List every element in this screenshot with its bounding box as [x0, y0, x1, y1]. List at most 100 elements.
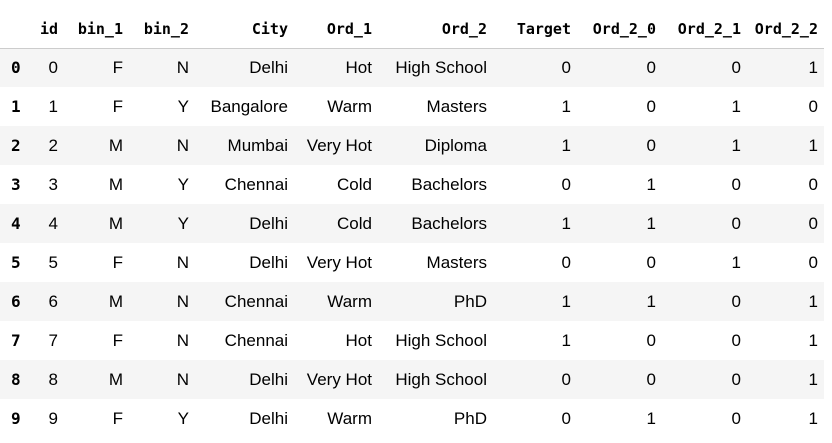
cell-bin-2: N [176, 135, 189, 155]
cell-bin-1: M [108, 213, 123, 233]
cell-ord-1: Warm [327, 291, 372, 311]
cell-bin-2: Y [177, 174, 189, 194]
cell-bin-2: N [176, 252, 189, 272]
cell-bin-2: Y [177, 408, 189, 428]
cell-city: Delhi [249, 408, 288, 428]
cell-ord-2-2: 1 [808, 330, 818, 350]
column-header-ord-2-0: Ord_2_0 [577, 0, 662, 49]
dataframe-table: id bin_1 bin_2 City Ord_1 Ord_2 Target O… [0, 0, 824, 438]
cell-target: 0 [561, 408, 571, 428]
cell-ord-1: Warm [327, 96, 372, 116]
cell-ord-2-1: 1 [731, 96, 741, 116]
cell-ord-1: Hot [345, 330, 372, 350]
table-row: 6 6 M N Chennai Warm PhD 1 1 0 1 [0, 282, 824, 321]
cell-city: Delhi [249, 57, 288, 77]
column-header-target: Target [493, 0, 577, 49]
cell-ord-2-0: 1 [646, 213, 656, 233]
cell-ord-2-0: 1 [646, 291, 656, 311]
column-header-ord-2: Ord_2 [378, 0, 493, 49]
cell-bin-1: M [108, 369, 123, 389]
table-header: id bin_1 bin_2 City Ord_1 Ord_2 Target O… [0, 0, 824, 49]
cell-ord-1: Cold [337, 174, 372, 194]
cell-ord-2: Masters [426, 96, 487, 116]
row-index: 5 [11, 253, 21, 272]
cell-ord-2-1: 0 [731, 57, 741, 77]
row-index: 0 [11, 58, 21, 78]
cell-ord-2-2: 1 [808, 57, 818, 77]
cell-ord-2-1: 0 [731, 174, 741, 194]
cell-ord-1: Hot [345, 57, 372, 77]
row-index: 1 [11, 97, 21, 116]
column-header-id: id [31, 0, 64, 49]
cell-bin-1: M [108, 291, 123, 311]
table-row: 4 4 M Y Delhi Cold Bachelors 1 1 0 0 [0, 204, 824, 243]
cell-bin-2: N [176, 291, 189, 311]
cell-ord-1: Very Hot [306, 369, 372, 389]
cell-ord-2-1: 0 [731, 213, 741, 233]
cell-ord-2-2: 0 [808, 252, 818, 272]
cell-target: 0 [561, 57, 571, 77]
row-index: 3 [11, 175, 21, 194]
cell-ord-2-1: 0 [731, 408, 741, 428]
cell-ord-2-2: 0 [808, 213, 818, 233]
cell-ord-2-2: 1 [808, 135, 818, 155]
cell-bin-1: F [112, 252, 123, 272]
cell-ord-2-0: 0 [646, 96, 656, 116]
index-column-header [0, 0, 31, 49]
table-row: 0 0 F N Delhi Hot High School 0 0 0 1 [0, 48, 824, 87]
row-index: 2 [11, 136, 21, 155]
cell-ord-2-0: 0 [646, 252, 656, 272]
cell-id: 7 [48, 330, 58, 350]
cell-city: Chennai [224, 291, 288, 311]
cell-id: 1 [48, 96, 58, 116]
cell-target: 0 [561, 174, 571, 194]
cell-id: 5 [48, 252, 58, 272]
cell-bin-1: F [112, 408, 123, 428]
cell-ord-2-2: 0 [808, 96, 818, 116]
cell-ord-1: Very Hot [306, 135, 372, 155]
cell-id: 3 [48, 174, 58, 194]
cell-ord-2-1: 0 [731, 369, 741, 389]
cell-bin-1: F [112, 57, 123, 77]
cell-ord-1: Very Hot [306, 252, 372, 272]
cell-city: Delhi [249, 252, 288, 272]
row-index: 6 [11, 292, 21, 311]
cell-ord-1: Cold [337, 213, 372, 233]
cell-ord-2-0: 0 [646, 57, 656, 77]
cell-ord-2-2: 1 [808, 291, 818, 311]
cell-bin-2: N [176, 330, 189, 350]
table-body: 0 0 F N Delhi Hot High School 0 0 0 1 1 1 F Y Bangalore… [0, 48, 824, 438]
cell-ord-2-1: 1 [731, 252, 741, 272]
row-index: 4 [11, 214, 21, 233]
cell-ord-2: High School [395, 369, 487, 389]
table-row: 5 5 F N Delhi Very Hot Masters 0 0 1 0 [0, 243, 824, 282]
row-index: 8 [11, 370, 21, 389]
cell-ord-2: PhD [453, 408, 487, 428]
cell-bin-2: N [176, 57, 189, 77]
cell-bin-2: Y [177, 96, 189, 116]
cell-ord-2-0: 0 [646, 135, 656, 155]
column-header-ord-2-2: Ord_2_2 [747, 0, 824, 49]
table-row: 3 3 M Y Chennai Cold Bachelors 0 1 0 0 [0, 165, 824, 204]
cell-city: Bangalore [210, 96, 288, 116]
cell-ord-2-2: 1 [808, 369, 818, 389]
cell-ord-2-2: 1 [808, 408, 818, 428]
cell-ord-2: Diploma [424, 135, 487, 155]
table-row: 2 2 M N Mumbai Very Hot Diploma 1 0 1 1 [0, 126, 824, 165]
cell-target: 0 [561, 369, 571, 389]
cell-ord-2: High School [395, 57, 487, 77]
cell-ord-2-0: 0 [646, 369, 656, 389]
cell-city: Mumbai [227, 135, 288, 155]
cell-ord-2-1: 0 [731, 330, 741, 350]
row-index: 7 [11, 331, 21, 350]
cell-bin-2: Y [177, 213, 189, 233]
cell-id: 8 [48, 369, 58, 389]
cell-city: Delhi [249, 213, 288, 233]
table-row: 7 7 F N Chennai Hot High School 1 0 0 1 [0, 321, 824, 360]
column-header-ord-1: Ord_1 [294, 0, 378, 49]
column-header-ord-2-1: Ord_2_1 [662, 0, 747, 49]
cell-target: 1 [561, 135, 571, 155]
table-row: 8 8 M N Delhi Very Hot High School 0 0 0 1 [0, 360, 824, 399]
cell-target: 1 [561, 330, 571, 350]
cell-ord-1: Warm [327, 408, 372, 428]
